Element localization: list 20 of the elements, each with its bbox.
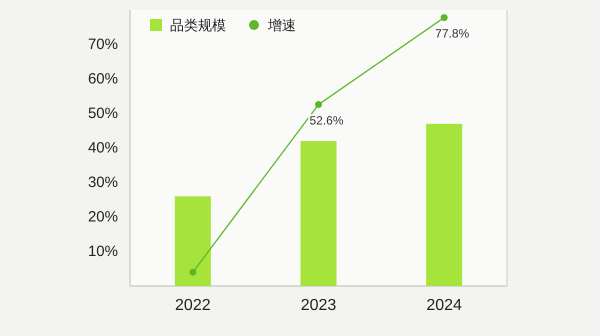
y-tick-label: 50% [88, 105, 118, 122]
point [315, 101, 322, 108]
data-label: 52.6% [309, 114, 344, 128]
bar [426, 124, 462, 286]
y-tick-label: 60% [88, 70, 118, 88]
point [440, 14, 448, 22]
point [189, 268, 196, 276]
y-tick-label: 30% [88, 174, 118, 191]
bar [300, 141, 336, 286]
data-label: 77.8% [435, 26, 470, 41]
x-tick-label: 2024 [426, 297, 462, 314]
x-tick-label: 2023 [300, 297, 336, 314]
y-tick-label: 40% [88, 140, 118, 156]
legend-label: 品类规模 [170, 17, 226, 33]
y-tick-label: 20% [88, 208, 118, 226]
x-tick-label: 2022 [175, 297, 211, 314]
bar [174, 196, 211, 286]
y-tick-label: 10% [88, 243, 118, 260]
y-tick-label: 70% [88, 36, 118, 53]
legend-label: 增速 [267, 17, 296, 33]
